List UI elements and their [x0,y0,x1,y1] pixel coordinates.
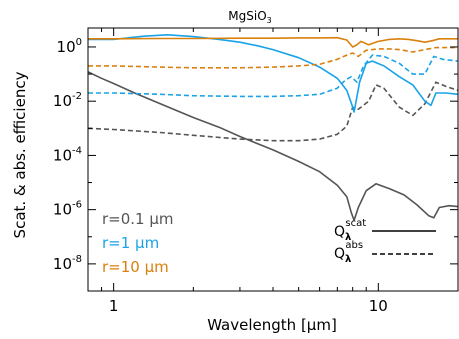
x-tick-label-0: 1 [109,297,119,315]
legend-size-1: r=1 μm [102,234,159,252]
legend-kind: Qλscat Qλabs [334,218,436,265]
series-layer [88,34,458,222]
y-tick-label-0: 100 [57,37,82,56]
plot-area: 1 10 100 10-2 10-4 10-6 10-8 [53,27,459,315]
series-line-r10-scat [88,36,458,48]
legend-sizes: r=0.1 μm r=1 μm r=10 μm [102,210,174,276]
y-axis-label: Scat. & abs. efficiency [11,71,29,238]
series-line-r1-abs [88,54,458,98]
legend-kind-abs: Qλabs [334,240,363,265]
y-tick-label-1: 10-2 [53,91,82,110]
chart-title: MgSiO3 [228,9,271,25]
y-tick-label-4: 10-8 [53,254,82,273]
x-tick-label-1: 10 [369,297,388,315]
series-line-r10-abs [88,46,458,69]
x-axis-label: Wavelength [μm] [207,316,337,334]
legend-kind-scat: Qλscat [334,218,366,243]
tick-layer: 1 10 100 10-2 10-4 10-6 10-8 [53,28,459,315]
legend-size-0: r=0.1 μm [102,210,174,228]
chart-title-main: MgSiO [228,9,266,23]
chart-title-subscript: 3 [267,16,272,25]
series-line-r1-scat [88,34,458,113]
series-line-r0.1-scat [88,71,458,222]
y-tick-label-2: 10-4 [53,145,82,164]
legend-size-2: r=10 μm [102,258,169,276]
y-tick-label-3: 10-6 [53,200,82,219]
series-line-r0.1-abs [88,81,458,142]
